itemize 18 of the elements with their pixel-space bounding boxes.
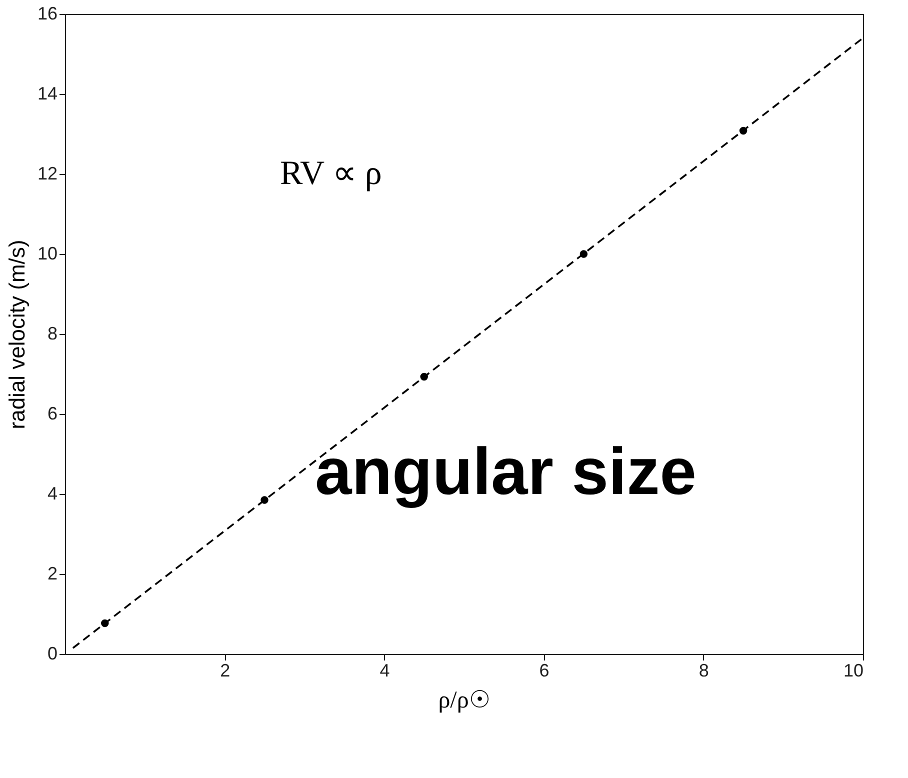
y-tick-label: 8 bbox=[47, 324, 58, 344]
y-axis-title: radial velocity (m/s) bbox=[4, 240, 30, 430]
y-tick-label: 0 bbox=[47, 644, 58, 664]
x-tick-label: 4 bbox=[380, 660, 390, 680]
x-tick-label: 8 bbox=[698, 660, 709, 680]
y-tick-label: 16 bbox=[37, 4, 58, 24]
y-tick-label: 12 bbox=[37, 164, 58, 184]
y-tick-label: 2 bbox=[47, 564, 58, 584]
x-tick-label: 6 bbox=[539, 660, 550, 680]
y-tick-label: 14 bbox=[37, 84, 58, 104]
x-axis-title: ρ/ρ☉ bbox=[438, 688, 491, 714]
y-tick-label: 10 bbox=[37, 244, 58, 264]
x-tick-label: 10 bbox=[843, 660, 864, 680]
y-tick-label: 4 bbox=[47, 484, 58, 504]
annotation: RV ∝ ρ bbox=[280, 155, 382, 192]
annotation: angular size bbox=[315, 434, 696, 508]
x-tick-label: 2 bbox=[220, 660, 230, 680]
y-tick-label: 6 bbox=[47, 404, 58, 424]
